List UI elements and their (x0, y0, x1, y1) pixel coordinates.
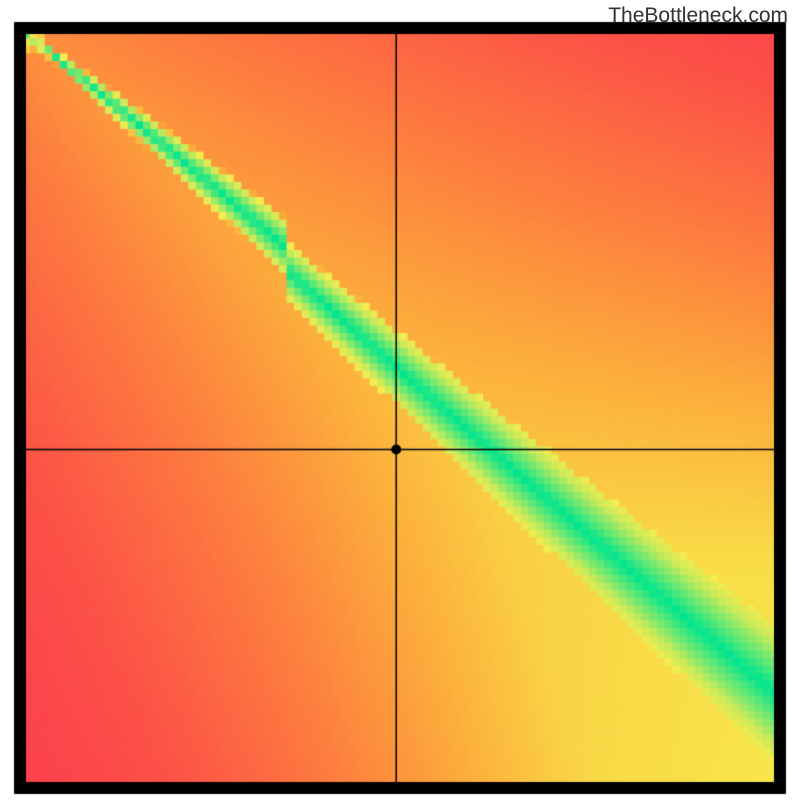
attribution-text: TheBottleneck.com (608, 4, 788, 28)
chart-container: TheBottleneck.com (0, 0, 800, 800)
heatmap-plot (0, 0, 800, 805)
